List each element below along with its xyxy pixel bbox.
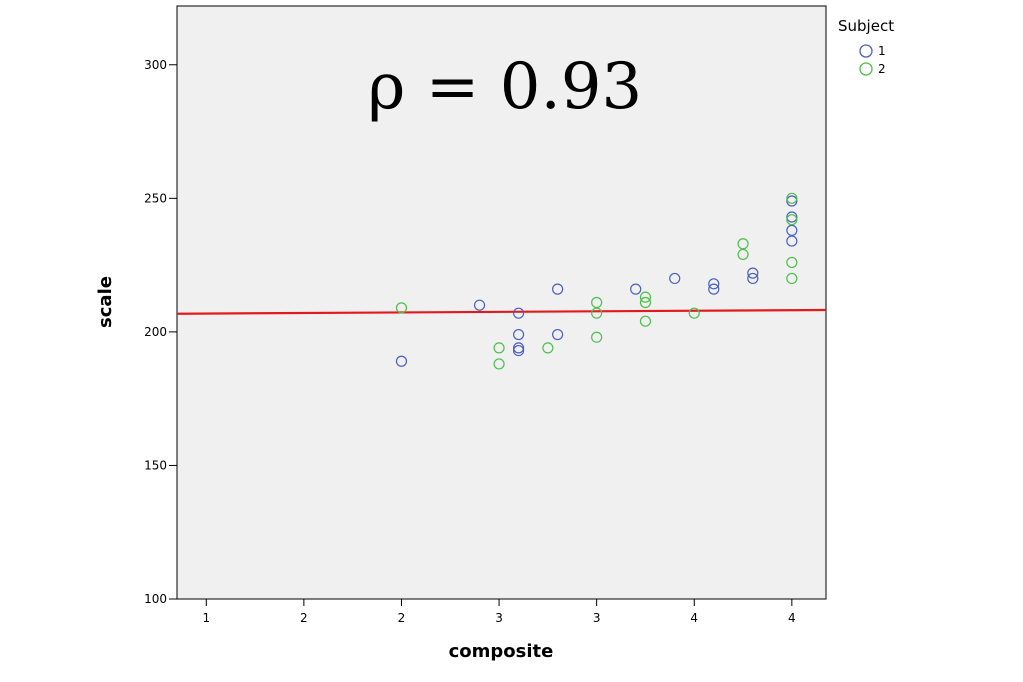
- data-point-subject-2: [493, 342, 505, 354]
- data-point-subject-1: [786, 235, 798, 247]
- data-point-subject-1: [786, 224, 798, 236]
- y-tick-label: 250: [144, 191, 167, 205]
- x-tick-label: 2: [398, 611, 406, 625]
- data-point-subject-1: [512, 342, 525, 354]
- data-point-subject-2: [591, 296, 603, 309]
- data-point-subject-2: [737, 248, 749, 261]
- data-point-subject-2: [639, 291, 652, 303]
- correlation-annotation: ρ = 0.93: [368, 50, 642, 124]
- data-point-subject-1: [747, 267, 759, 279]
- data-point-subject-2: [493, 358, 505, 370]
- legend-marker-1: [859, 44, 873, 58]
- data-point-subject-1: [552, 283, 564, 295]
- x-tick-label: 1: [202, 611, 210, 625]
- data-point-subject-2: [591, 307, 603, 319]
- legend-marker-2: [859, 62, 873, 76]
- data-point-subject-1: [512, 328, 525, 341]
- plot-area: [176, 5, 827, 600]
- legend-label-2: 2: [878, 62, 886, 76]
- data-point-subject-1: [786, 211, 798, 223]
- data-point-subject-1: [708, 278, 720, 290]
- data-point-subject-2: [542, 342, 554, 354]
- legend: Subject 1 2: [838, 17, 894, 76]
- data-point-subject-2: [786, 256, 798, 269]
- data-point-subject-2: [639, 315, 652, 327]
- y-tick-label: 300: [144, 58, 167, 72]
- data-point-subject-2: [591, 331, 603, 343]
- data-point-subject-1: [747, 272, 759, 285]
- data-point-subject-2: [786, 272, 798, 285]
- data-point-subject-2: [737, 238, 749, 250]
- x-tick-label: 3: [593, 611, 601, 625]
- data-point-subject-1: [395, 355, 408, 367]
- x-axis-label: composite: [449, 641, 554, 662]
- y-tick-label: 150: [144, 458, 167, 472]
- x-tick-label: 4: [690, 611, 698, 625]
- data-point-subject-2: [786, 192, 798, 204]
- y-tick-label: 100: [144, 592, 167, 606]
- data-point-subject-1: [630, 283, 642, 295]
- x-tick-label: 3: [495, 611, 503, 625]
- fit-line: [176, 308, 827, 315]
- data-point-subject-1: [786, 195, 798, 207]
- data-point-subject-1: [473, 299, 486, 311]
- data-point-subject-1: [512, 344, 525, 357]
- y-axis-label: scale: [95, 276, 116, 328]
- x-tick-label: 4: [788, 611, 796, 625]
- data-point-subject-1: [512, 307, 525, 319]
- data-point-subject-1: [708, 283, 720, 295]
- data-point-subject-1: [552, 328, 564, 341]
- data-point-subject-2: [786, 214, 798, 226]
- data-point-subject-1: [669, 272, 681, 285]
- y-tick-label: 200: [144, 325, 167, 339]
- legend-title: Subject: [838, 17, 894, 35]
- data-point-subject-2: [688, 307, 700, 319]
- data-point-subject-2: [395, 302, 408, 314]
- legend-label-1: 1: [878, 44, 886, 58]
- x-tick-label: 2: [300, 611, 308, 625]
- data-point-subject-2: [639, 296, 652, 309]
